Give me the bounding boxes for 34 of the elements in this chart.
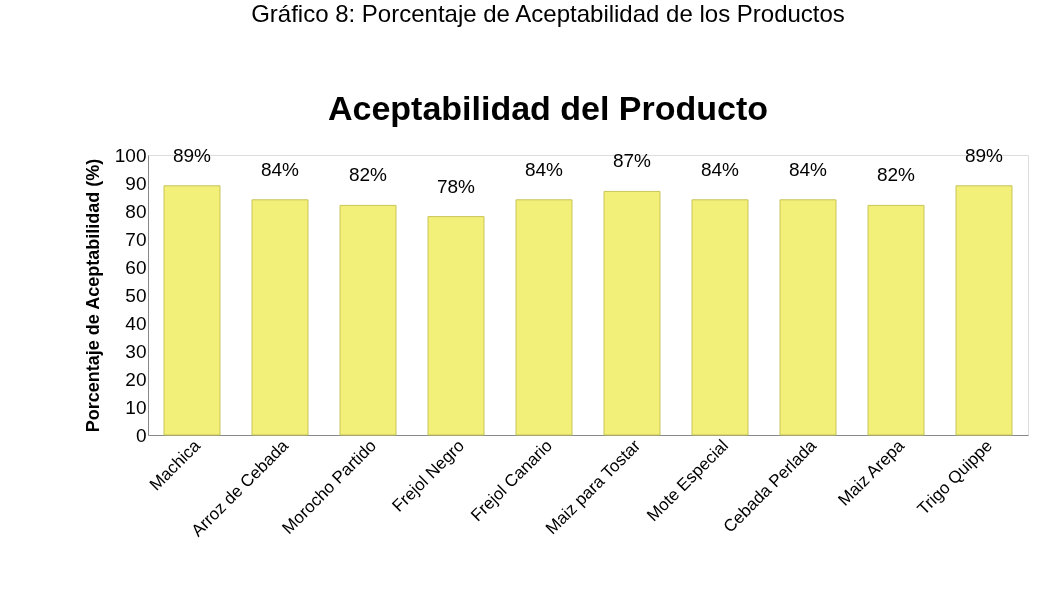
y-tick-label: 80 xyxy=(125,200,147,222)
y-tick-label: 20 xyxy=(125,368,147,390)
y-tick-label: 60 xyxy=(125,256,147,278)
data-label: 89% xyxy=(172,144,212,166)
data-label: 84% xyxy=(260,158,300,180)
data-label: 78% xyxy=(436,175,476,197)
y-tick-label: 90 xyxy=(125,172,147,194)
bar xyxy=(427,216,485,436)
bar xyxy=(603,190,661,436)
data-label: 82% xyxy=(876,164,916,186)
bar xyxy=(515,199,573,436)
y-tick-label: 10 xyxy=(125,396,147,418)
bar xyxy=(691,199,749,436)
bar xyxy=(867,204,925,436)
y-tick-label: 50 xyxy=(125,284,147,306)
y-tick-label: 40 xyxy=(125,312,147,334)
data-label: 82% xyxy=(348,164,388,186)
data-label: 84% xyxy=(700,158,740,180)
data-label: 87% xyxy=(612,150,652,172)
bar xyxy=(779,199,837,436)
data-label: 89% xyxy=(964,144,1004,166)
data-label: 84% xyxy=(788,158,828,180)
y-tick-label: 30 xyxy=(125,340,147,362)
bar xyxy=(339,204,397,436)
y-tick-label: 0 xyxy=(135,424,147,446)
y-tick-label: 70 xyxy=(125,228,147,250)
bar xyxy=(955,185,1013,436)
chart-title: Aceptabilidad del Producto xyxy=(327,89,769,127)
y-tick-label: 100 xyxy=(114,144,147,166)
text: Gráfico 8: Porcentaje de Aceptabilidad de los Productos xyxy=(251,0,845,27)
y-axis-title: Porcentaje de Aceptabilidad (%) xyxy=(82,158,103,433)
bar xyxy=(251,199,309,436)
data-label: 84% xyxy=(524,158,564,180)
bar xyxy=(163,185,221,436)
